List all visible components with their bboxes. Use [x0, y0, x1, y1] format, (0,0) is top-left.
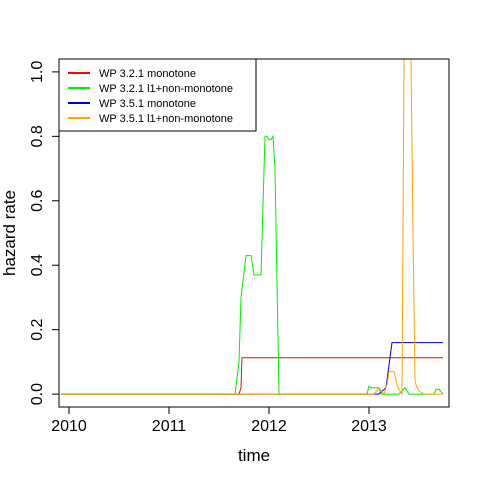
- series-layer: [61, 59, 444, 396]
- y-tick-label: 0.4: [29, 254, 46, 276]
- y-tick-label: 1.0: [29, 61, 46, 83]
- series-line-2: [61, 134, 444, 395]
- x-tick-label: 2013: [351, 418, 387, 435]
- legend-label: WP 3.2.1 monotone: [99, 68, 196, 80]
- x-tick-label: 2011: [152, 418, 187, 435]
- y-tick-label: 0.2: [29, 318, 46, 340]
- legend-label: WP 3.5.1 l1+non-monotone: [99, 113, 233, 125]
- x-axis: 2010 2011 2012 2013: [51, 406, 387, 435]
- y-axis-label: hazard rate: [0, 190, 19, 276]
- legend-label: WP 3.2.1 l1+non-monotone: [99, 83, 233, 95]
- y-tick-label: 0.0: [29, 383, 46, 405]
- series-line-4: [61, 59, 443, 396]
- y-tick-label: 0.6: [29, 190, 46, 212]
- x-tick-label: 2010: [51, 418, 87, 435]
- legend-label: WP 3.5.1 monotone: [99, 98, 196, 110]
- y-tick-label: 0.8: [29, 125, 46, 147]
- y-axis: 0.0 0.2 0.4 0.6 0.8 1.0: [29, 61, 60, 405]
- legend-box: [58, 58, 257, 132]
- x-axis-label: time: [238, 446, 270, 465]
- x-tick-label: 2012: [251, 418, 287, 435]
- series-line-3: [61, 342, 443, 395]
- legend: WP 3.2.1 monotone WP 3.2.1 l1+non-monoton…: [58, 58, 257, 132]
